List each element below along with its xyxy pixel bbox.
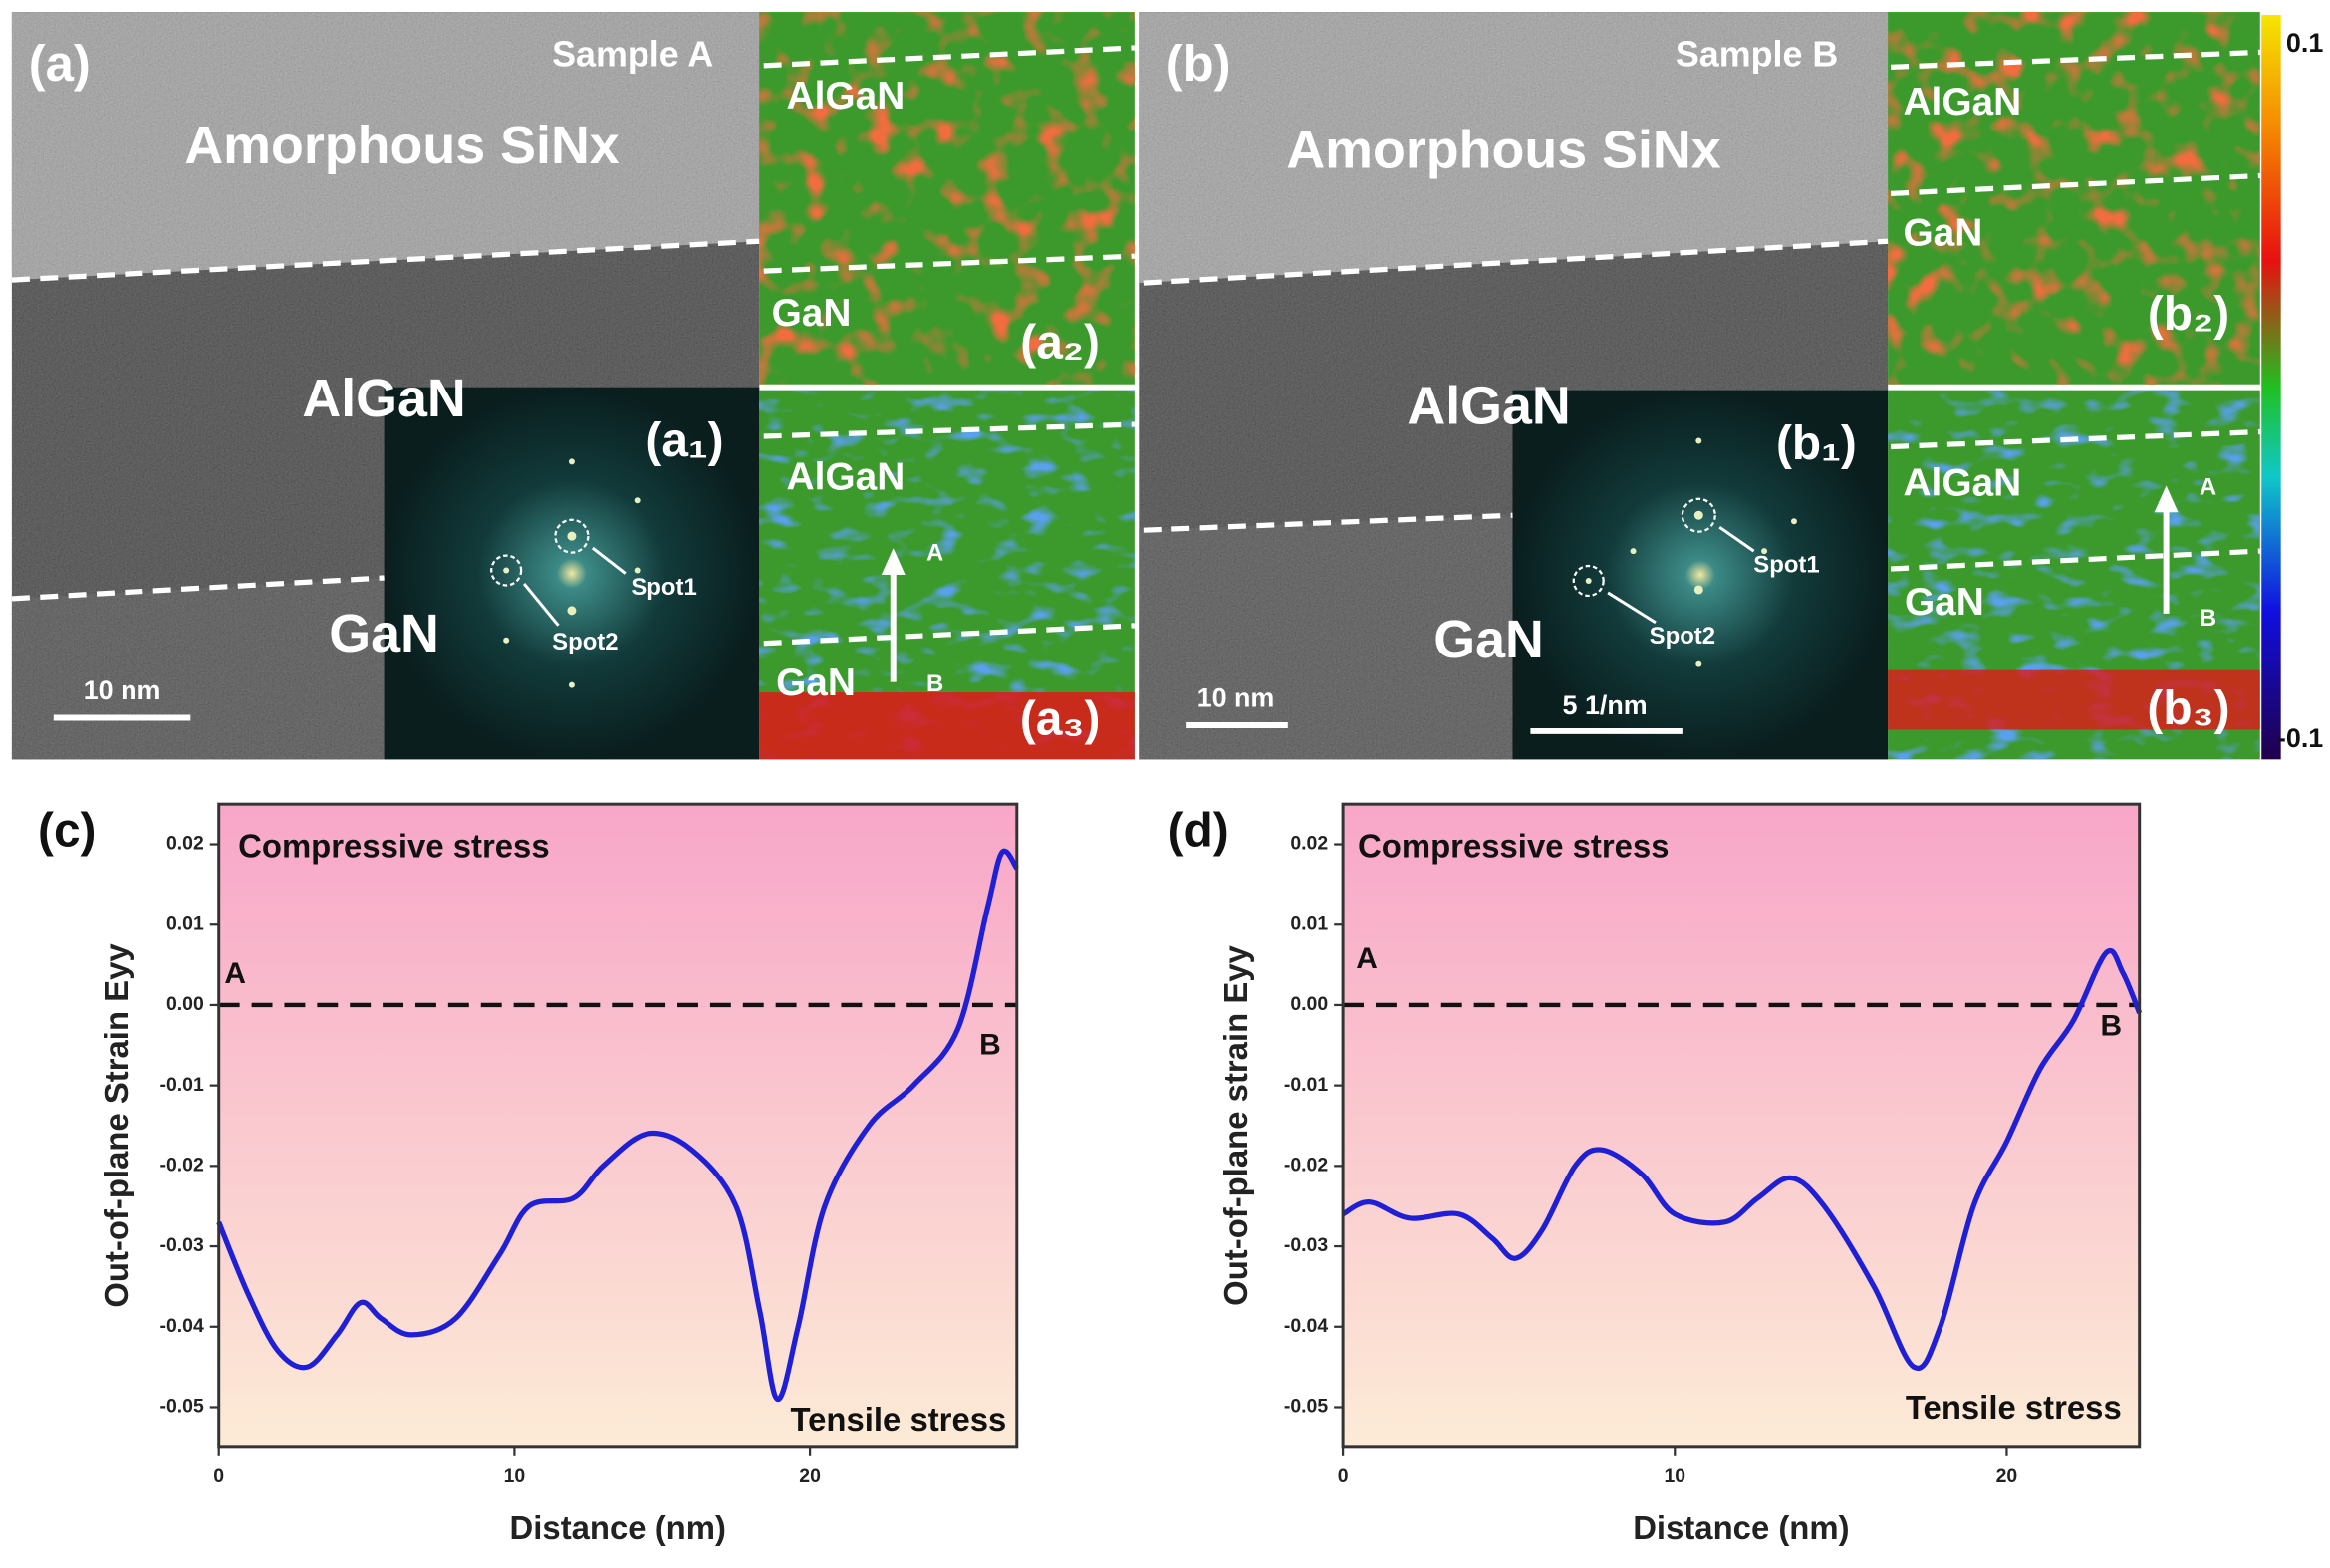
point-label: A [2200,474,2216,501]
x-tick-label: 10 [504,1465,526,1487]
fft-label: (b₁) [1776,417,1857,470]
spot-arrows [522,525,1755,627]
strain-band [759,692,1135,760]
fft-spots [503,437,1797,688]
y-tick-label: -0.03 [160,1234,204,1256]
x-tick-label: 0 [213,1465,224,1487]
map-label: (a₂) [1020,316,1100,369]
spot-label: Spot1 [1753,551,1819,578]
layer-label: GaN [1905,581,1984,624]
layer-label: AlGaN [302,369,465,428]
x-tick-label: 20 [1996,1465,2018,1487]
scale-label: 10 nm [84,675,161,705]
y-tick-label: -0.04 [1284,1315,1328,1337]
annotation: A [224,957,246,990]
annotation: Compressive stress [238,828,550,865]
annotation: B [979,1029,1001,1062]
y-tick-label: -0.05 [1284,1396,1328,1418]
layer-label: AlGaN [787,456,906,499]
point-label: B [2200,605,2216,632]
plot-area [218,804,1017,1447]
y-axis-title: Out-of-plane strain Eyy [1217,944,1254,1305]
y-axis-title: Out-of-plane Strain Eyy [98,943,134,1308]
plot-area [1343,804,2140,1447]
layer-label: AlGaN [1407,376,1570,435]
plot-frame [217,802,1019,1449]
micrographs: (a) Sample A Amorphous SiNx AlGaN GaN 10… [11,12,2323,760]
layer-label: Amorphous SiNx [184,116,619,175]
layer-label: GaN [1903,212,1982,255]
annotation: Tensile stress [790,1401,1006,1437]
chart: 0.02 0.01 0.00 -0.01 -0.02 -0.03 -0.04 -0.05 0 10… [1168,802,2143,1546]
sample-label: Sample A [552,34,713,74]
annotation: Compressive stress [1358,828,1670,865]
colorbar-min: -0.1 [2277,723,2323,753]
x-tick-label: 10 [1664,1465,1685,1487]
layer-label: AlGaN [1903,81,2021,124]
point-label: B [926,670,943,697]
panel-label: (d) [1168,805,1229,858]
spot-label: Spot2 [552,629,618,655]
annotation: Tensile stress [1906,1389,2122,1426]
interface-lines [11,45,2260,647]
layer-label: GaN [1433,610,1544,669]
scale-label: 5 1/nm [1563,690,1648,720]
layer-label: GaN [772,292,852,335]
spot-label: Spot2 [1650,623,1715,650]
scale-bars [53,714,1683,734]
map-label: (a₃) [1020,693,1101,746]
y-tick-label: -0.01 [160,1074,204,1096]
chart: 0.02 0.01 0.00 -0.01 -0.02 -0.03 -0.04 -0.05 0 10… [38,802,1019,1546]
y-tick-label: 0.02 [1290,833,1328,855]
x-axis-title: Distance (nm) [510,1509,726,1546]
colorbar [2261,15,2281,760]
layer-label: AlGaN [1903,462,2021,505]
strain-noise [759,12,1135,385]
layer-label: Amorphous SiNx [1286,120,1720,179]
scale-label: 10 nm [1197,683,1275,713]
layer-label: GaN [329,604,439,663]
layer-label: GaN [776,661,856,704]
point-label: A [926,539,943,566]
strain-noise [1888,12,2260,385]
spot-label: Spot1 [631,574,696,601]
layer-label: AlGaN [787,75,906,118]
y-tick-label: -0.01 [1284,1074,1328,1096]
y-tick-label: 0.02 [166,833,204,855]
y-tick-label: -0.04 [160,1315,204,1337]
x-tick-label: 20 [799,1465,821,1487]
x-tick-label: 0 [1338,1465,1349,1487]
y-tick-label: 0.01 [166,913,204,934]
panel-label: (c) [38,805,96,858]
fft-label: (a₁) [646,414,723,467]
map-label: (b₂) [2148,288,2229,341]
profile-arrows [881,485,2179,682]
y-tick-label: -0.03 [1284,1234,1328,1256]
panel-label: (a) [29,35,91,92]
annotation: B [2101,1009,2123,1042]
y-tick-label: -0.02 [160,1154,204,1176]
spot-circles [490,497,1716,598]
annotation: A [1356,942,1378,975]
fft-image [384,387,760,760]
plot-frame [1341,802,2142,1449]
sample-label: Sample B [1676,34,1838,74]
data-line [1341,948,2143,1371]
colorbar-max: 0.1 [2286,28,2323,58]
x-axis-title: Distance (nm) [1633,1509,1849,1546]
strain-band [1888,669,2260,730]
panel-label: (b) [1166,35,1231,92]
y-tick-label: -0.02 [1284,1154,1328,1176]
y-tick-label: -0.05 [160,1396,204,1418]
map-label: (b₃) [2147,682,2229,735]
y-tick-label: 0.00 [1290,993,1328,1015]
data-line [216,848,1019,1403]
y-tick-label: 0.00 [166,993,204,1015]
y-tick-label: 0.01 [1290,913,1328,934]
